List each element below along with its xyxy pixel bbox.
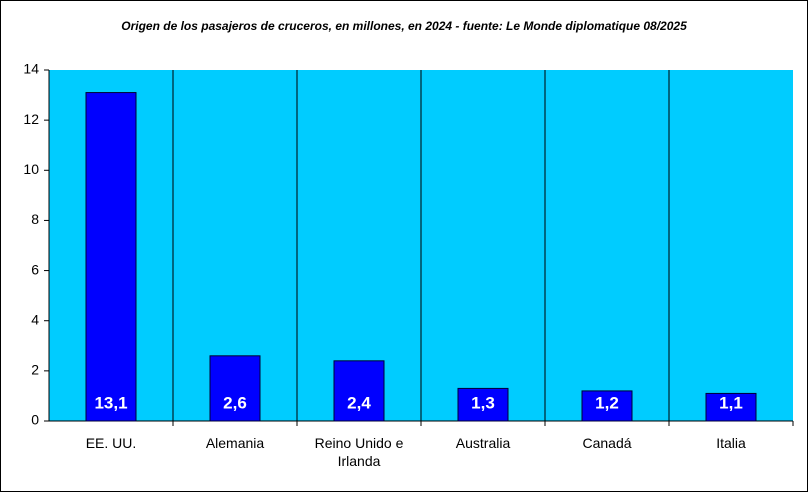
x-tick-label-box: Italia [716,435,746,451]
data-label: 2,4 [347,393,371,412]
y-tick-label: 14 [23,61,39,77]
bar [457,387,509,422]
y-tick-label: 2 [31,362,39,378]
bar [209,355,261,422]
data-label: 1,1 [719,393,743,412]
y-tick-label: 10 [23,161,39,177]
bar [705,392,757,422]
x-tick-label: Australia [455,435,511,451]
bar [333,360,385,422]
bar [581,390,633,422]
y-tick-label: 4 [31,311,39,327]
x-tick-label: Italia [716,435,746,451]
y-tick-label: 0 [31,412,39,428]
x-tick-label: EE. UU. [85,435,137,451]
y-tick-label: 12 [23,111,39,127]
x-tick-label-box: Reino Unido e Irlanda [314,435,404,469]
data-label: 1,3 [471,393,495,412]
x-tick-label: Canadá [582,435,632,451]
data-label: 13,1 [94,393,127,412]
x-tick-label: Alemania [205,435,265,451]
chart-title: Origen de los pasajeros de cruceros, en … [121,19,687,33]
y-tick-label: 8 [31,211,39,227]
x-tick-label-box: Alemania [205,435,265,451]
y-tick-label: 6 [31,261,39,277]
data-label: 1,2 [595,393,619,412]
x-tick-label: Reino Unido e Irlanda [314,435,404,469]
bar [85,92,137,422]
x-tick-label-box: EE. UU. [85,435,137,451]
data-label: 2,6 [223,393,247,412]
x-tick-label-box: Australia [455,435,511,451]
x-tick-label-box: Canadá [582,435,632,451]
